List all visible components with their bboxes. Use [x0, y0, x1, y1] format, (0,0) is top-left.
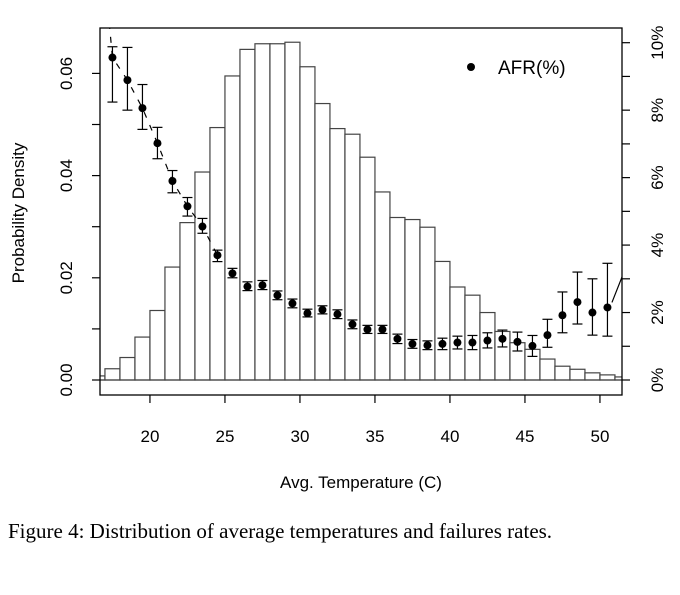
y-axis-right: 0% 2% 4% 6% 8% 10% — [622, 26, 667, 393]
afr-point — [363, 325, 372, 334]
afr-point — [123, 76, 132, 85]
histogram-bar — [404, 218, 421, 381]
afr-point — [513, 337, 522, 346]
afr-point — [603, 303, 612, 312]
histogram-bar — [449, 286, 466, 381]
legend-marker — [467, 63, 475, 71]
y2-tick-label: 6% — [648, 165, 667, 190]
afr-point — [318, 305, 327, 314]
afr-point — [378, 325, 387, 334]
y2-tick-label: 2% — [648, 300, 667, 325]
afr-point — [483, 336, 492, 345]
y-tick-label: 0.04 — [57, 159, 76, 192]
x-tick-label: 50 — [590, 427, 609, 446]
x-axis-label: Avg. Temperature (C) — [280, 473, 442, 492]
histogram-bar — [599, 374, 616, 381]
afr-point — [408, 339, 417, 348]
afr-point — [573, 298, 582, 307]
histogram-bar — [614, 376, 622, 381]
histogram-bar — [389, 216, 406, 381]
afr-point — [243, 282, 252, 291]
histogram-bar — [104, 368, 121, 381]
histogram-bar — [100, 375, 106, 381]
chart: 20 25 30 35 40 45 50 0.00 0.02 0.04 0.06 0% 2% 4% 6%… — [9, 26, 667, 492]
histogram-bar — [584, 372, 601, 381]
afr-point — [273, 291, 282, 300]
y2-tick-label: 10% — [648, 26, 667, 60]
histogram-bar — [539, 358, 556, 381]
histogram-bar — [314, 102, 331, 381]
x-tick-label: 20 — [140, 427, 159, 446]
afr-point — [543, 331, 552, 340]
afr-point — [438, 339, 447, 348]
afr-point — [183, 202, 192, 211]
histogram-bar — [284, 41, 301, 381]
y-tick-label: 0.00 — [57, 363, 76, 396]
legend: AFR(%) — [467, 58, 566, 79]
x-tick-label: 30 — [290, 427, 309, 446]
histogram-bar — [554, 365, 571, 381]
histogram-bar — [269, 43, 286, 381]
histogram-bar — [419, 226, 436, 381]
histogram-bar — [119, 356, 136, 381]
afr-point — [588, 308, 597, 317]
histogram-bar — [239, 48, 256, 381]
y-tick-label: 0.02 — [57, 261, 76, 294]
histogram-bar — [299, 66, 316, 381]
histogram-bar — [359, 156, 376, 381]
figure-caption: Figure 4: Distribution of average temper… — [8, 519, 553, 543]
afr-point — [213, 251, 222, 260]
y2-tick-label: 4% — [648, 233, 667, 258]
histogram-bar — [569, 368, 586, 381]
afr-point — [153, 139, 162, 148]
afr-point — [258, 281, 267, 290]
afr-point — [138, 104, 147, 113]
histogram-bar — [149, 309, 166, 381]
y2-tick-label: 8% — [648, 98, 667, 123]
afr-point — [423, 341, 432, 350]
y-axis-label: Probability Density — [9, 142, 28, 283]
y-axis-left: 0.00 0.02 0.04 0.06 — [57, 57, 100, 397]
x-tick-label: 45 — [515, 427, 534, 446]
histogram-bars — [100, 41, 622, 381]
histogram-bar — [434, 260, 451, 381]
afr-point — [228, 269, 237, 278]
x-axis: 20 25 30 35 40 45 50 — [140, 395, 609, 446]
histogram-bar — [344, 133, 361, 381]
afr-point — [333, 310, 342, 319]
y-tick-label: 0.06 — [57, 57, 76, 90]
afr-point — [108, 53, 117, 62]
histogram-bar — [194, 171, 211, 381]
afr-point — [453, 338, 462, 347]
afr-point — [468, 338, 477, 347]
afr-point — [288, 299, 297, 308]
histogram-bar — [329, 127, 346, 381]
histogram-bar — [164, 266, 181, 381]
afr-point — [558, 311, 567, 320]
legend-label: AFR(%) — [498, 58, 566, 79]
afr-points — [107, 46, 613, 357]
y2-tick-label: 0% — [648, 368, 667, 393]
afr-point — [303, 309, 312, 318]
histogram-bar — [254, 43, 271, 381]
afr-point — [498, 334, 507, 343]
histogram-bar — [374, 191, 391, 381]
afr-point — [528, 341, 537, 350]
histogram-bar — [134, 336, 151, 381]
afr-point — [198, 222, 207, 231]
afr-point — [168, 176, 177, 185]
histogram-bar — [224, 75, 241, 381]
x-tick-label: 35 — [365, 427, 384, 446]
afr-point — [348, 320, 357, 329]
x-tick-label: 40 — [440, 427, 459, 446]
afr-point — [393, 334, 402, 343]
histogram-bar — [179, 222, 196, 381]
x-tick-label: 25 — [215, 427, 234, 446]
